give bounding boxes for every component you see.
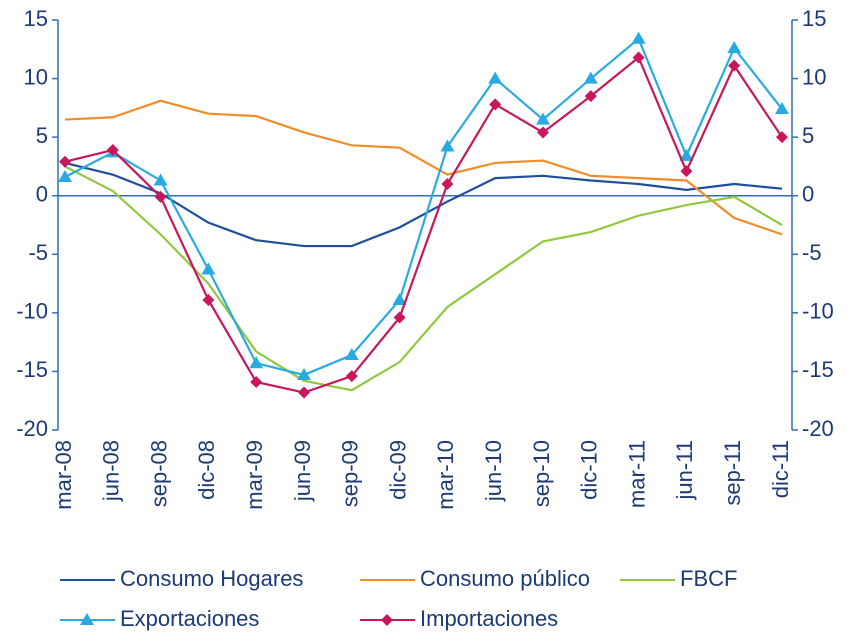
- x-tick-label: dic-08: [194, 440, 219, 500]
- point-marker: [202, 293, 215, 306]
- x-tick-label: jun-10: [481, 440, 506, 502]
- y2-tick-label: 10: [802, 64, 826, 89]
- y2-tick-label: -5: [802, 240, 822, 265]
- y-tick-label: 10: [24, 64, 48, 89]
- point-marker: [345, 370, 358, 383]
- legend-marker: [80, 613, 94, 625]
- point-marker: [489, 98, 502, 111]
- point-marker: [536, 112, 550, 125]
- point-marker: [679, 148, 694, 161]
- legend-label: Exportaciones: [120, 606, 259, 631]
- x-tick-label: mar-10: [433, 440, 458, 510]
- y2-tick-label: -20: [802, 416, 834, 441]
- y-tick-label: 15: [24, 6, 48, 31]
- x-tick-label: sep-08: [146, 440, 171, 507]
- series-line: [64, 165, 783, 392]
- x-tick-label: sep-09: [338, 440, 363, 507]
- y2-tick-label: 5: [802, 123, 814, 148]
- point-marker: [297, 367, 311, 380]
- x-tick-label: mar-09: [242, 440, 267, 510]
- point-marker: [59, 155, 71, 168]
- point-marker: [58, 169, 72, 182]
- point-marker: [488, 71, 503, 84]
- point-marker: [250, 375, 263, 388]
- point-marker: [441, 178, 454, 190]
- x-tick-label: sep-10: [529, 440, 554, 507]
- point-marker: [776, 131, 788, 144]
- point-marker: [631, 31, 646, 44]
- y-tick-label: 0: [36, 182, 48, 207]
- point-marker: [632, 51, 645, 64]
- point-marker: [106, 144, 119, 157]
- y2-tick-label: 0: [802, 182, 814, 207]
- legend-marker: [381, 614, 393, 626]
- x-tick-label: dic-10: [577, 440, 602, 500]
- y-tick-label: 5: [36, 123, 48, 148]
- y2-tick-label: -10: [802, 299, 834, 324]
- point-marker: [153, 173, 168, 186]
- point-marker: [584, 90, 597, 103]
- series-line: [64, 36, 783, 377]
- legend-label: FBCF: [680, 566, 737, 591]
- point-marker: [537, 126, 549, 139]
- point-marker: [727, 41, 742, 54]
- series-line: [64, 55, 783, 394]
- x-tick-label: mar-11: [624, 440, 649, 508]
- point-marker: [392, 292, 407, 305]
- series-line: [64, 161, 783, 248]
- point-marker: [393, 311, 406, 324]
- point-marker: [344, 348, 359, 361]
- y-tick-label: -5: [28, 240, 48, 265]
- x-tick-label: dic-11: [768, 440, 793, 498]
- x-tick-label: jun-08: [99, 440, 124, 502]
- point-marker: [440, 139, 455, 152]
- point-marker: [680, 165, 693, 178]
- x-tick-label: jun-09: [290, 440, 315, 502]
- x-tick-label: dic-09: [385, 440, 410, 500]
- y-tick-label: -10: [16, 299, 48, 324]
- x-tick-label: sep-11: [720, 440, 745, 506]
- x-tick-label: mar-08: [51, 440, 76, 510]
- point-marker: [583, 71, 598, 84]
- series-line: [64, 99, 783, 236]
- legend-label: Consumo Hogares: [120, 566, 303, 591]
- legend-label: Importaciones: [420, 606, 558, 631]
- point-marker: [728, 59, 741, 72]
- y2-tick-label: -15: [802, 357, 834, 382]
- point-marker: [154, 190, 167, 203]
- x-tick-label: jun-11: [672, 440, 697, 501]
- point-marker: [298, 386, 310, 399]
- point-marker: [201, 262, 216, 275]
- y-tick-label: -15: [16, 357, 48, 382]
- point-marker: [249, 356, 264, 369]
- legend-label: Consumo público: [420, 566, 590, 591]
- y2-tick-label: 15: [802, 6, 826, 31]
- y-tick-label: -20: [16, 416, 48, 441]
- point-marker: [775, 102, 789, 115]
